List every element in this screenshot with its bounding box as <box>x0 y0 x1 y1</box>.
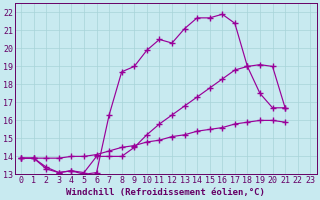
X-axis label: Windchill (Refroidissement éolien,°C): Windchill (Refroidissement éolien,°C) <box>66 188 265 197</box>
